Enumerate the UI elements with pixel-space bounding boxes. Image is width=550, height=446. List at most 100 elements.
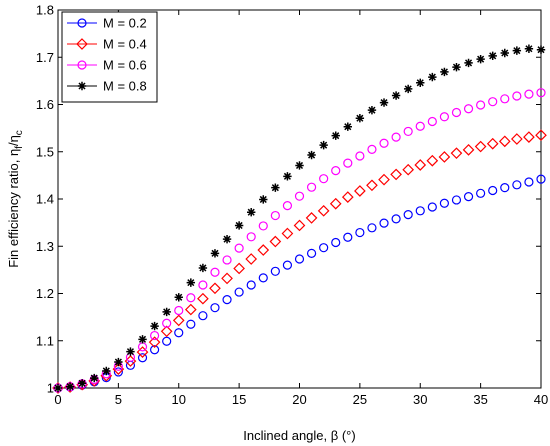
data-point [186, 293, 196, 303]
data-point [257, 244, 270, 256]
legend-item: M = 0.2 [67, 16, 147, 31]
y-tick-label: 1.6 [36, 97, 54, 112]
data-point [331, 131, 340, 140]
data-point [65, 382, 75, 391]
legend-label: M = 0.2 [103, 16, 147, 31]
data-point [512, 180, 522, 190]
data-point [440, 67, 449, 77]
data-point [452, 62, 461, 72]
data-point [136, 346, 149, 358]
data-point [439, 112, 449, 122]
data-point [403, 84, 413, 94]
data-point [500, 48, 509, 58]
data-point [391, 214, 401, 224]
data-point [258, 273, 268, 283]
legend-item: M = 0.4 [67, 37, 147, 52]
data-point [379, 98, 389, 107]
x-axis-label: Inclined angle, β (°) [243, 428, 355, 443]
data-point [210, 249, 220, 258]
data-point [463, 192, 474, 202]
data-point [319, 174, 329, 184]
data-point [246, 232, 256, 242]
data-point [281, 227, 294, 240]
legend-label: M = 0.6 [103, 58, 147, 73]
data-point [391, 132, 401, 142]
y-axis-label-sub1: f [14, 146, 25, 149]
y-tick-label: 1.8 [36, 3, 54, 18]
data-point [198, 311, 208, 321]
data-point [355, 114, 365, 123]
data-point [174, 293, 183, 302]
data-point [536, 88, 546, 98]
data-point [148, 336, 161, 349]
legend-item: M = 0.6 [67, 58, 147, 73]
x-tick-label: 5 [115, 392, 122, 407]
data-point [379, 138, 389, 148]
data-point [222, 234, 232, 244]
x-tick-label: 20 [292, 392, 306, 407]
data-point [198, 263, 208, 273]
legend-box [61, 11, 158, 103]
data-point [536, 45, 546, 54]
data-point [258, 221, 268, 231]
data-point [451, 195, 462, 205]
data-point [402, 163, 415, 176]
y-tick-label: 1.3 [36, 239, 54, 254]
series-4 [53, 44, 546, 393]
x-tick-label: 0 [54, 392, 61, 407]
data-point [150, 321, 159, 331]
x-tick-label: 30 [413, 392, 427, 407]
data-point [306, 182, 317, 192]
legend-label: M = 0.8 [103, 79, 147, 94]
data-point [88, 375, 101, 387]
data-point [367, 223, 377, 233]
data-point [234, 243, 244, 253]
y-tick-label: 1.4 [36, 192, 54, 207]
data-point [403, 126, 413, 137]
data-point [77, 379, 87, 388]
data-point [367, 144, 377, 154]
series-layer [52, 44, 547, 394]
data-point [114, 357, 123, 367]
x-tick-label: 15 [232, 392, 246, 407]
data-point [197, 292, 209, 305]
data-point [426, 154, 439, 167]
data-point [160, 325, 173, 338]
x-tick-label: 10 [172, 392, 186, 407]
data-point [233, 262, 245, 275]
data-point [366, 179, 378, 192]
data-point [172, 314, 185, 327]
data-point [500, 183, 510, 193]
data-point [451, 107, 462, 118]
data-point [462, 144, 475, 156]
data-point [439, 198, 449, 208]
data-point [438, 151, 451, 163]
data-point [162, 318, 172, 328]
data-point [222, 295, 232, 305]
data-point [209, 282, 221, 295]
data-point [511, 133, 523, 145]
data-point [367, 105, 377, 115]
data-point [463, 104, 474, 114]
data-point [234, 221, 244, 230]
data-point [317, 204, 330, 217]
data-point [390, 168, 402, 181]
data-point [343, 122, 352, 131]
data-point [355, 227, 365, 238]
y-tick-label: 1 [47, 381, 54, 396]
data-point [343, 232, 353, 242]
data-point [512, 46, 522, 55]
data-point [524, 177, 534, 187]
legend-marker [76, 38, 88, 50]
data-point [488, 97, 498, 107]
axis-ticks: 0 5 10 15 20 25 30 35 40 1 1.1 1.2 1.3 1.4 1.5 1.6 1.7 1.… [36, 3, 548, 408]
data-point [415, 121, 425, 131]
y-tick-label: 1.1 [36, 333, 54, 348]
data-point [102, 366, 111, 376]
data-point [307, 150, 316, 160]
data-point [450, 147, 463, 160]
data-point [414, 159, 427, 171]
data-point [137, 353, 148, 363]
data-point [331, 166, 341, 176]
